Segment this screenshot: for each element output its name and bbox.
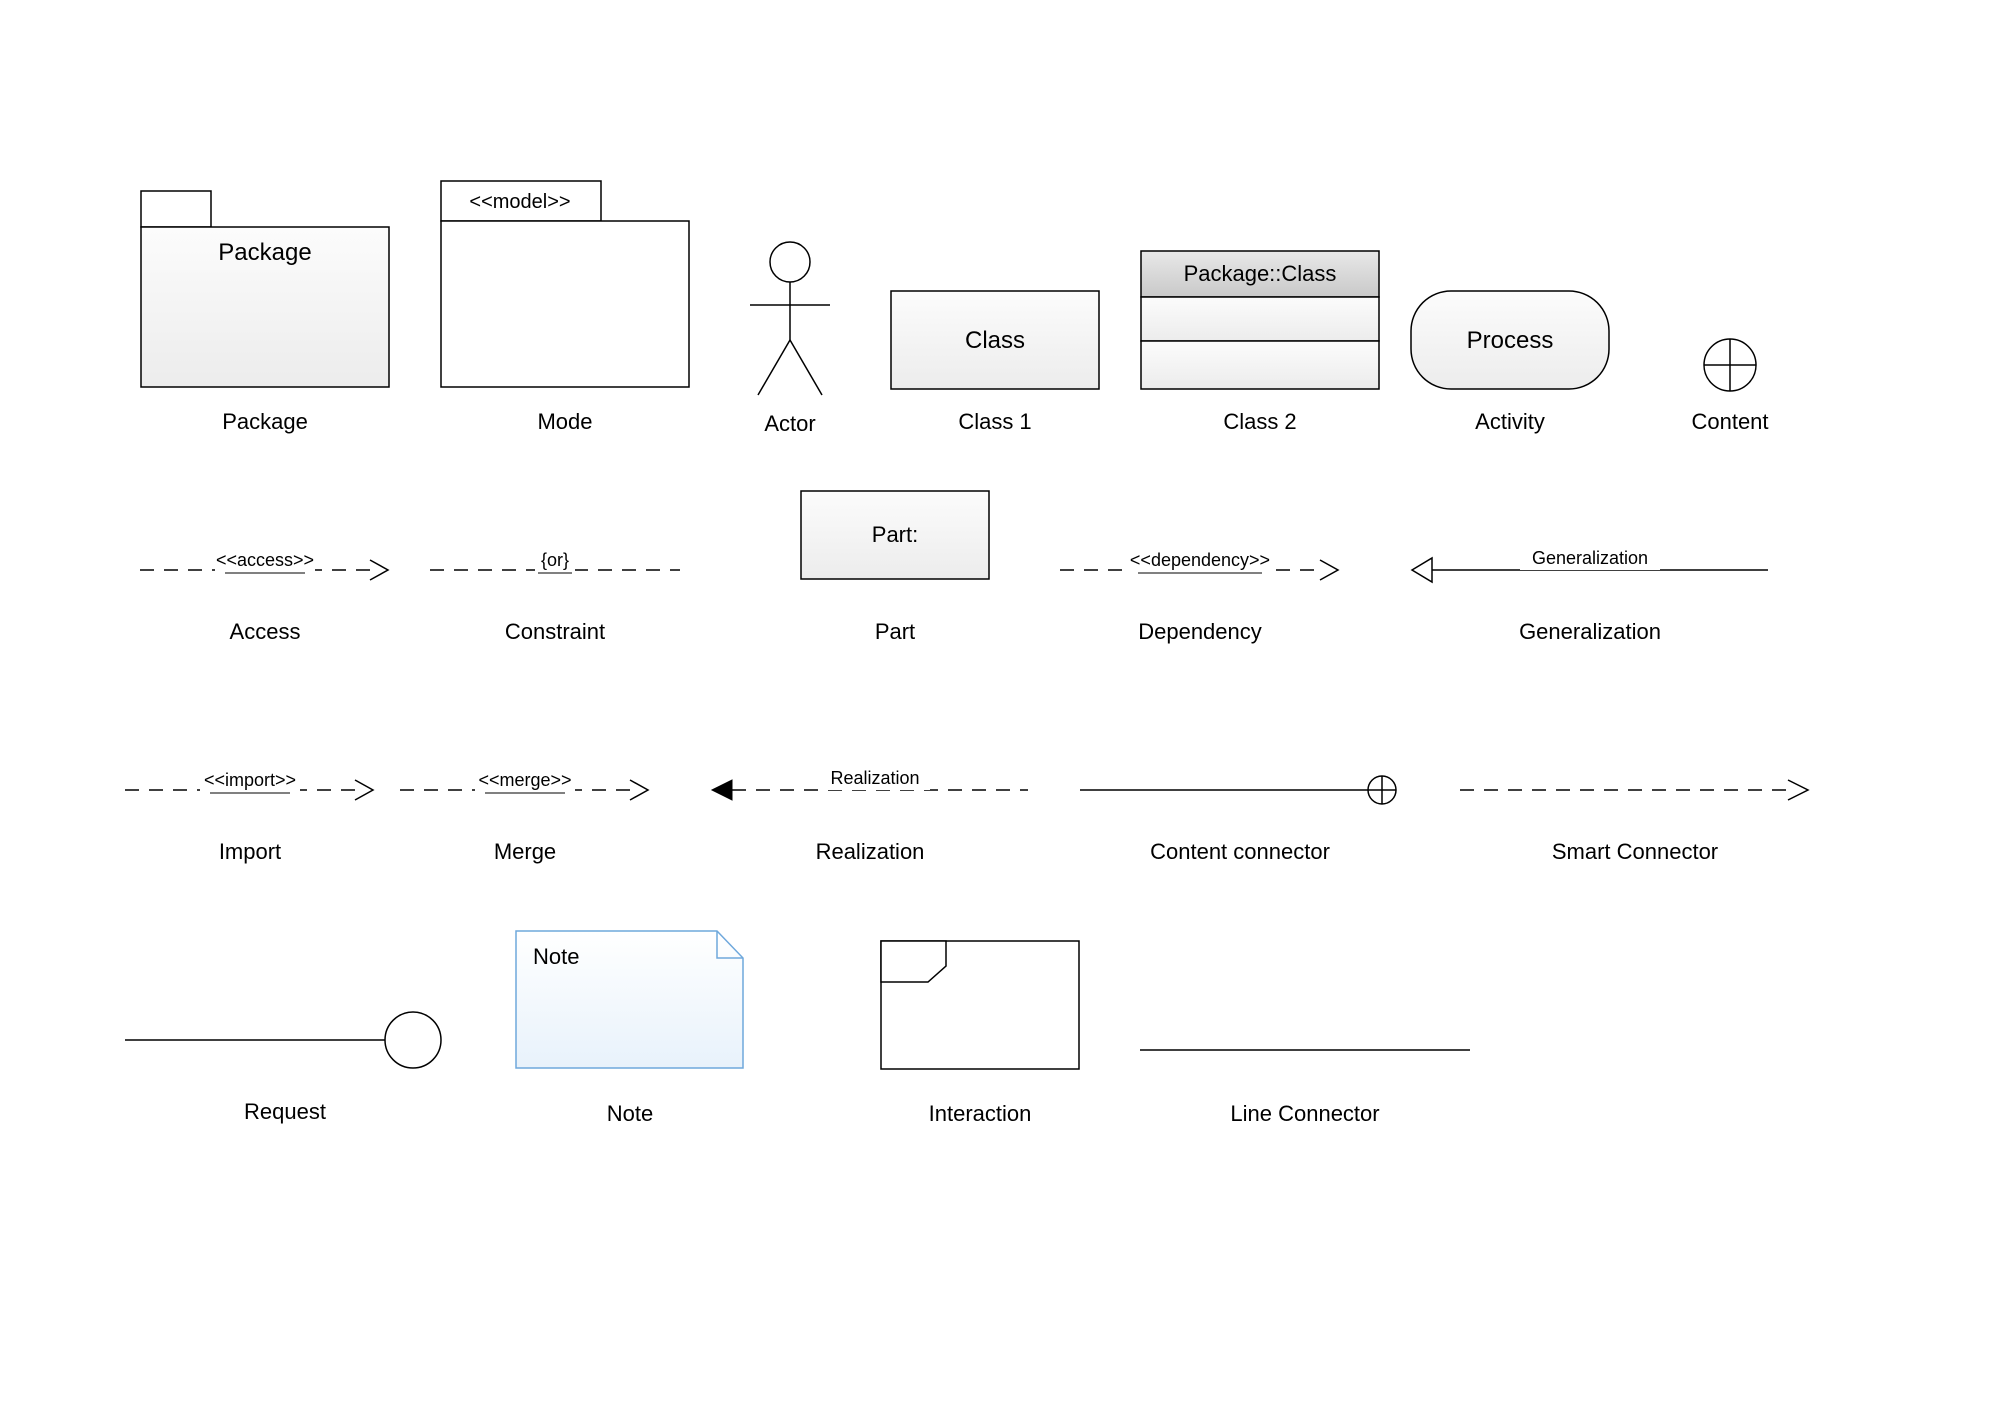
smart-connector-icon (1460, 760, 1810, 820)
diagram-canvas: Package Package <<model>> Mode Actor Cla… (0, 0, 2000, 1408)
package-caption: Package (140, 409, 390, 435)
mode-caption: Mode (440, 409, 690, 435)
shape-class2: Package::Class Class 2 (1140, 250, 1380, 435)
shape-dependency: <<dependency>> Dependency (1060, 540, 1340, 645)
mode-icon: <<model>> (440, 180, 690, 390)
part-icon: Part: (800, 490, 990, 580)
constraint-label: {or} (541, 550, 569, 570)
generalization-caption: Generalization (1410, 619, 1770, 645)
shape-constraint: {or} Constraint (430, 540, 680, 645)
shape-merge: <<merge>> Merge (400, 760, 650, 865)
generalization-connector-icon: Generalization (1410, 540, 1770, 600)
shape-realization: Realization Realization (710, 760, 1030, 865)
class1-label: Class (965, 327, 1025, 354)
class1-caption: Class 1 (890, 409, 1100, 435)
constraint-caption: Constraint (430, 619, 680, 645)
line-connector-icon (1140, 1030, 1470, 1070)
part-caption: Part (800, 619, 990, 645)
dependency-connector-icon: <<dependency>> (1060, 540, 1340, 600)
constraint-connector-icon: {or} (430, 540, 680, 600)
shape-generalization: Generalization Generalization (1410, 540, 1770, 645)
interaction-caption: Interaction (880, 1101, 1080, 1127)
shape-note: Note Note (515, 930, 745, 1127)
activity-label: Process (1467, 327, 1554, 354)
content-connector-caption: Content connector (1080, 839, 1400, 865)
shape-smart-connector: Smart Connector (1460, 760, 1810, 865)
shape-access: <<access>> Access (140, 540, 390, 645)
content-connector-icon (1080, 760, 1400, 820)
mode-stereotype: <<model>> (469, 191, 570, 213)
import-connector-icon: <<import>> (125, 760, 375, 820)
class2-caption: Class 2 (1140, 409, 1380, 435)
realization-caption: Realization (710, 839, 1030, 865)
dependency-stereotype: <<dependency>> (1130, 550, 1270, 570)
shape-part: Part: Part (800, 490, 990, 645)
content-caption: Content (1680, 409, 1780, 435)
activity-caption: Activity (1410, 409, 1610, 435)
class2-icon: Package::Class (1140, 250, 1380, 390)
shape-actor: Actor (730, 240, 850, 437)
activity-icon: Process (1410, 290, 1610, 390)
access-connector-icon: <<access>> (140, 540, 390, 600)
merge-caption: Merge (400, 839, 650, 865)
part-label: Part: (872, 522, 918, 547)
shape-request: Request (125, 1000, 445, 1125)
actor-caption: Actor (730, 411, 850, 437)
shape-interaction: Interaction (880, 940, 1080, 1127)
merge-stereotype: <<merge>> (478, 770, 571, 790)
content-icon (1700, 335, 1760, 395)
note-label: Note (533, 944, 579, 969)
shape-content-connector: Content connector (1080, 760, 1400, 865)
import-caption: Import (125, 839, 375, 865)
shape-activity: Process Activity (1410, 290, 1610, 435)
shape-import: <<import>> Import (125, 760, 375, 865)
import-stereotype: <<import>> (204, 770, 296, 790)
access-caption: Access (140, 619, 390, 645)
request-connector-icon (125, 1000, 445, 1080)
dependency-caption: Dependency (1060, 619, 1340, 645)
request-caption: Request (125, 1099, 445, 1125)
class1-icon: Class (890, 290, 1100, 390)
generalization-label: Generalization (1532, 548, 1648, 568)
package-label: Package (218, 239, 311, 266)
line-connector-caption: Line Connector (1140, 1101, 1470, 1127)
realization-connector-icon: Realization (710, 760, 1030, 820)
note-caption: Note (515, 1101, 745, 1127)
shape-mode: <<model>> Mode (440, 180, 690, 435)
access-stereotype: <<access>> (216, 550, 314, 570)
shape-class1: Class Class 1 (890, 290, 1100, 435)
shape-package: Package Package (140, 190, 390, 435)
note-icon: Note (515, 930, 745, 1070)
class2-label: Package::Class (1184, 261, 1337, 286)
interaction-icon (880, 940, 1080, 1070)
shape-line-connector: Line Connector (1140, 1030, 1470, 1127)
shape-content: Content (1680, 335, 1780, 435)
merge-connector-icon: <<merge>> (400, 760, 650, 820)
smart-connector-caption: Smart Connector (1460, 839, 1810, 865)
package-icon: Package (140, 190, 390, 390)
actor-icon (730, 240, 850, 400)
realization-label: Realization (830, 768, 919, 788)
